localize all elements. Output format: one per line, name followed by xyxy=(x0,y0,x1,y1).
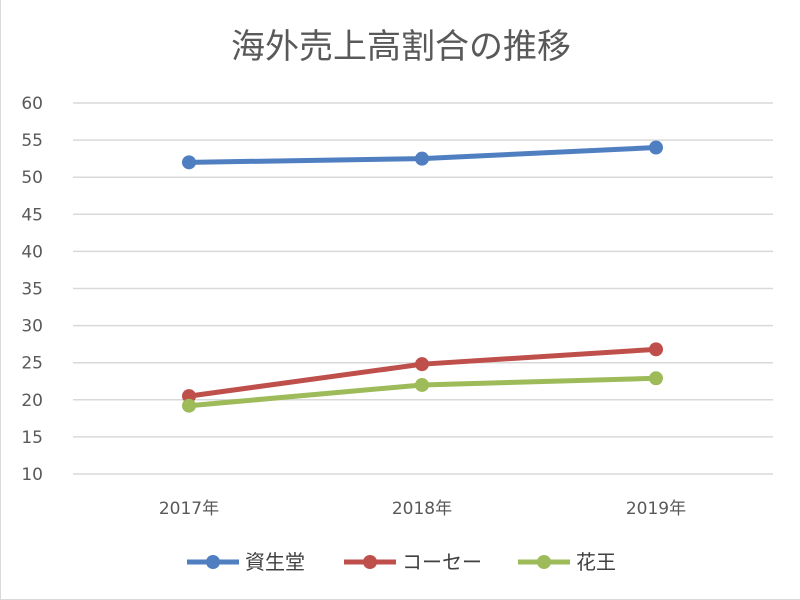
chart-title: 海外売上高割合の推移 xyxy=(231,27,571,67)
y-tick-label: 40 xyxy=(21,242,43,262)
x-tick-label: 2018年 xyxy=(392,499,452,519)
legend-item: コーセー xyxy=(344,550,482,574)
y-tick-label: 25 xyxy=(21,354,43,374)
y-tick-label: 50 xyxy=(21,168,43,188)
data-point xyxy=(415,377,429,392)
legend-item: 資生堂 xyxy=(187,550,305,574)
legend-label: コーセー xyxy=(402,550,482,574)
y-tick-label: 15 xyxy=(21,428,43,448)
legend-marker xyxy=(537,555,551,569)
data-point xyxy=(182,398,196,413)
data-point xyxy=(649,371,663,386)
data-point xyxy=(649,140,663,155)
legend-label: 資生堂 xyxy=(245,550,305,574)
data-point xyxy=(415,357,429,372)
y-tick-label: 10 xyxy=(21,465,43,485)
data-point xyxy=(649,342,663,357)
data-point xyxy=(182,389,196,404)
x-tick-label: 2017年 xyxy=(159,499,219,519)
series-area xyxy=(182,140,663,413)
y-tick-label: 30 xyxy=(21,317,43,337)
legend-label: 花王 xyxy=(576,550,616,574)
data-point xyxy=(182,155,196,170)
legend: 資生堂 コーセー 花王 xyxy=(187,550,616,574)
series-1 xyxy=(182,140,663,170)
y-tick-label: 45 xyxy=(21,205,43,225)
x-tick-label: 2019年 xyxy=(626,499,686,519)
legend-marker xyxy=(206,555,220,569)
y-tick-label: 20 xyxy=(21,391,43,411)
data-point xyxy=(415,151,429,166)
y-tick-label: 35 xyxy=(21,280,43,300)
series-3 xyxy=(182,371,663,413)
series-2 xyxy=(182,342,663,404)
y-axis: 10 15 20 25 30 35 40 45 50 55 60 xyxy=(21,94,43,485)
legend-item: 花王 xyxy=(518,550,616,574)
legend-marker xyxy=(363,555,377,569)
x-axis: 2017年 2018年 2019年 xyxy=(159,499,686,519)
y-tick-label: 55 xyxy=(21,131,43,151)
y-tick-label: 60 xyxy=(21,94,43,114)
